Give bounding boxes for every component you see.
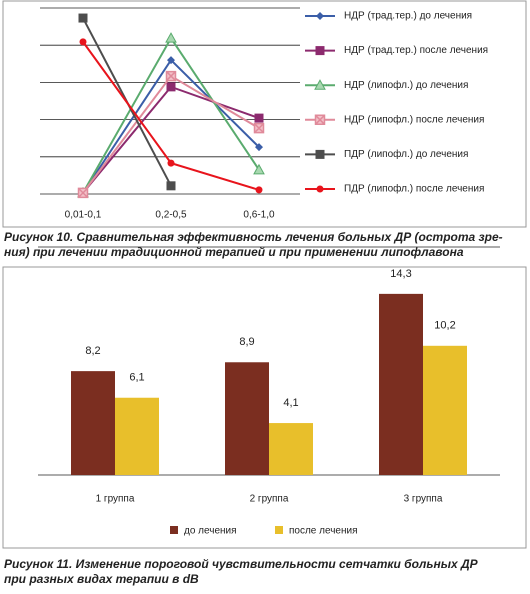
marker — [314, 79, 326, 90]
bar — [115, 397, 159, 475]
x-tick-label: 1 группа — [96, 494, 135, 505]
bar — [269, 423, 313, 475]
marker — [77, 187, 89, 199]
series-line — [82, 74, 260, 194]
marker — [316, 185, 324, 193]
caption: ния) при лечении традиционной терапией и… — [4, 245, 464, 259]
frame-1 — [2, 0, 527, 228]
x-tick-label: 2 группа — [250, 494, 289, 505]
x-tick-label: 3 группа — [404, 494, 443, 505]
bar — [225, 362, 269, 475]
legend-label: после лечения — [289, 526, 358, 537]
caption: при разных видах терапии в dB — [4, 572, 199, 586]
bar — [379, 293, 423, 475]
marker — [166, 181, 176, 191]
legend-swatch — [275, 526, 283, 534]
legend-label: НДР (трад.тер.) до лечения — [344, 11, 472, 22]
series-line — [82, 85, 260, 194]
legend-label: до лечения — [184, 526, 237, 537]
marker — [165, 70, 177, 82]
marker — [165, 32, 177, 43]
marker — [167, 159, 175, 167]
legend-label: ПДР (липофл.) до лечения — [344, 148, 468, 160]
marker — [78, 13, 88, 23]
frame-2 — [2, 266, 527, 549]
legend-swatch — [170, 526, 178, 534]
legend-label: ПДР (липофл.) после лечения — [344, 183, 484, 195]
bar — [71, 371, 115, 475]
marker — [254, 113, 264, 123]
caption: Рисунок 11. Изменение пороговой чувствит… — [4, 557, 479, 571]
legend-label: НДР (липофл.) до лечения — [344, 79, 468, 91]
legend-label: НДР (липофл.) после лечения — [344, 113, 484, 125]
marker — [79, 38, 87, 46]
value-label: 8,9 — [239, 336, 254, 348]
marker — [255, 186, 263, 194]
marker — [253, 122, 265, 134]
value-label: 4,1 — [283, 397, 298, 409]
marker — [253, 163, 265, 175]
marker — [315, 149, 325, 159]
bar — [423, 345, 467, 475]
marker — [166, 82, 176, 92]
x-tick-label: 0,6-1,0 — [243, 210, 275, 221]
marker — [316, 12, 324, 20]
legend-label: НДР (трад.тер.) после лечения — [344, 45, 488, 56]
value-label: 6,1 — [129, 372, 144, 384]
value-label: 14,3 — [390, 268, 411, 280]
marker — [314, 114, 326, 126]
value-label: 8,2 — [85, 345, 100, 357]
marker — [167, 56, 175, 65]
x-tick-label: 0,01-0,1 — [65, 210, 102, 221]
marker — [315, 46, 325, 56]
value-label: 10,2 — [434, 320, 455, 332]
x-tick-label: 0,2-0,5 — [155, 210, 187, 221]
marker — [255, 143, 263, 152]
caption: Рисунок 10. Сравнительная эффективность … — [4, 230, 503, 244]
